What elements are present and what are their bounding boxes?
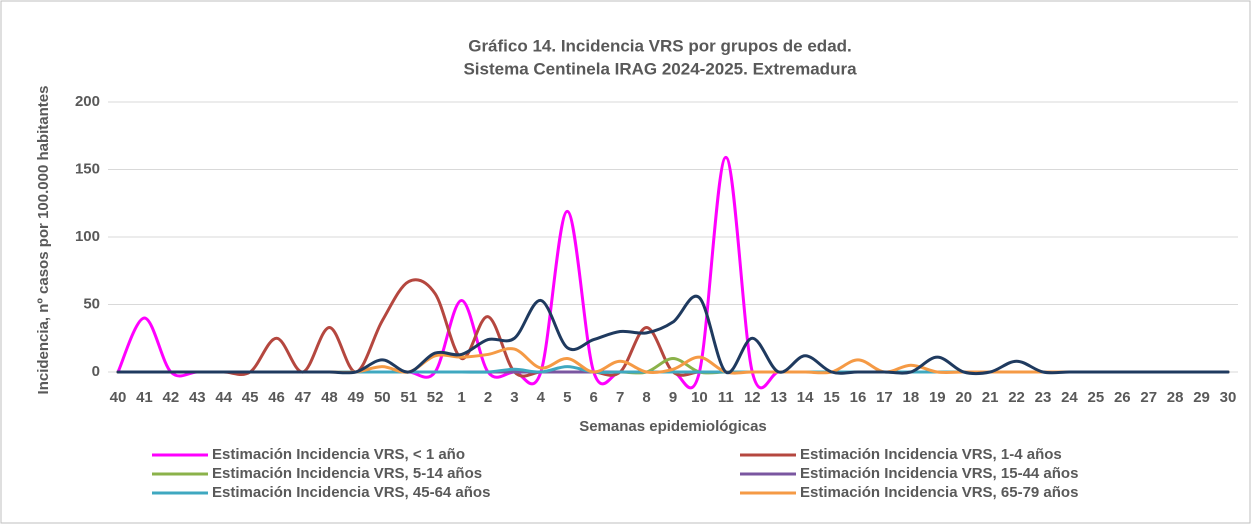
x-tick-label: 2	[484, 389, 492, 406]
x-tick-label: 45	[242, 389, 259, 406]
x-tick-label: 14	[797, 389, 814, 406]
x-tick-label: 8	[642, 389, 650, 406]
x-tick-label: 25	[1088, 389, 1105, 406]
x-axis-title: Semanas epidemiológicas	[579, 418, 767, 435]
x-tick-label: 11	[718, 389, 734, 406]
legend-label: Estimación Incidencia VRS, 45-64 años	[212, 484, 490, 501]
x-tick-label: 3	[510, 389, 518, 406]
legend-label: Estimación Incidencia VRS, 65-79 años	[800, 484, 1078, 501]
x-tick-label: 42	[163, 389, 180, 406]
legend-label: Estimación Incidencia VRS, 1-4 años	[800, 446, 1062, 463]
y-tick-label: 50	[83, 295, 100, 312]
x-tick-label: 52	[427, 389, 444, 406]
x-tick-label: 50	[374, 389, 391, 406]
x-tick-label: 24	[1061, 389, 1078, 406]
x-tick-label: 12	[744, 389, 761, 406]
x-tick-label: 47	[295, 389, 312, 406]
x-tick-label: 21	[982, 389, 999, 406]
x-tick-label: 18	[903, 389, 920, 406]
x-tick-label: 27	[1140, 389, 1157, 406]
x-tick-label: 30	[1220, 389, 1237, 406]
x-tick-label: 40	[110, 389, 127, 406]
x-tick-label: 41	[136, 389, 153, 406]
y-tick-label: 0	[92, 363, 100, 380]
chart-subtitle: Sistema Centinela IRAG 2024-2025. Extrem…	[463, 59, 857, 78]
x-tick-label: 6	[590, 389, 598, 406]
x-tick-label: 28	[1167, 389, 1184, 406]
x-tick-label: 20	[955, 389, 972, 406]
x-tick-label: 44	[215, 389, 232, 406]
x-tick-label: 51	[400, 389, 417, 406]
chart-title: Gráfico 14. Incidencia VRS por grupos de…	[468, 36, 852, 55]
x-tick-label: 29	[1193, 389, 1210, 406]
x-tick-label: 22	[1008, 389, 1025, 406]
series-line	[116, 294, 1230, 376]
x-tick-label: 16	[850, 389, 867, 406]
x-tick-label: 26	[1114, 389, 1131, 406]
x-tick-label: 7	[616, 389, 624, 406]
x-tick-label: 49	[348, 389, 365, 406]
x-tick-label: 13	[770, 389, 787, 406]
legend-label: Estimación Incidencia VRS, < 1 año	[212, 446, 465, 463]
x-tick-label: 5	[563, 389, 571, 406]
x-tick-label: 15	[823, 389, 840, 406]
y-tick-label: 100	[75, 228, 100, 245]
x-tick-label: 23	[1035, 389, 1052, 406]
x-tick-label: 10	[691, 389, 708, 406]
x-tick-label: 46	[268, 389, 285, 406]
y-tick-label: 150	[75, 160, 100, 177]
x-tick-label: 17	[876, 389, 893, 406]
y-tick-label: 200	[75, 93, 100, 110]
x-tick-label: 4	[537, 389, 546, 406]
legend-label: Estimación Incidencia VRS, 15-44 años	[800, 465, 1078, 482]
x-tick-label: 48	[321, 389, 338, 406]
legend-label: Estimación Incidencia VRS, 5-14 años	[212, 465, 482, 482]
x-tick-label: 9	[669, 389, 677, 406]
y-axis-title: Incidencia, nº casos por 100.000 habitan…	[35, 86, 52, 395]
x-tick-label: 1	[457, 389, 465, 406]
x-tick-label: 43	[189, 389, 206, 406]
x-tick-label: 19	[929, 389, 946, 406]
